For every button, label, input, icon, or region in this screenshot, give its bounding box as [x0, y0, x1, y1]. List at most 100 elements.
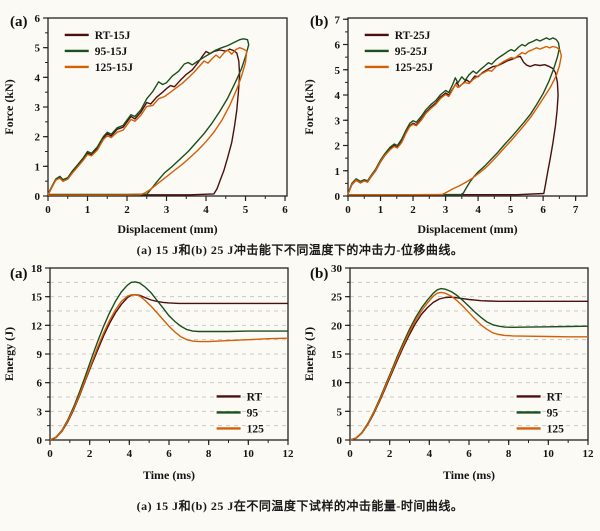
x-tick-label: 0 — [45, 204, 51, 216]
series-95 — [49, 281, 288, 441]
series-125 — [49, 294, 289, 441]
y-tick-label: 4 — [35, 72, 41, 84]
x-axis-title: Displacement (mm) — [417, 222, 517, 236]
y-tick-label: 15 — [331, 349, 343, 361]
x-tick-label: 6 — [282, 204, 288, 216]
legend-label: 95 — [247, 407, 259, 419]
y-tick-label: 12 — [31, 320, 43, 332]
x-tick-label: 5 — [508, 204, 514, 216]
x-tick-label: 3 — [443, 204, 449, 216]
y-tick-label: 9 — [37, 349, 43, 361]
y-tick-label: 15 — [31, 292, 43, 304]
chart-panel-energy-time-15j: (a) 0 2 4 6 8 10 12 0 3 6 9 12 15 18 Time (ms) Energy (… — [0, 258, 300, 484]
x-tick-label: 10 — [243, 448, 255, 460]
legend: RT-15J 95-15J 125-15J — [64, 30, 134, 74]
panel-label-b-top: (b) — [310, 14, 329, 30]
x-tick-label: 2 — [87, 448, 93, 460]
legend-label: 95-25J — [395, 46, 428, 58]
x-tick-label: 0 — [47, 448, 53, 460]
x-tick-label: 4 — [127, 448, 133, 460]
legend-label: RT — [547, 391, 563, 403]
plot-frame — [349, 267, 589, 441]
y-tick-label: 2 — [35, 132, 41, 144]
force-displacement-25j-plot: 0 1 2 3 4 5 6 7 0 1 2 3 4 5 6 7 Displacement (mm) Force (… — [302, 14, 588, 236]
legend-label: RT-15J — [95, 30, 131, 42]
y-axis-title: Energy (J) — [2, 327, 16, 381]
legend-label: 125 — [247, 423, 265, 435]
y-tick-label: 4 — [335, 90, 341, 102]
x-tick-label: 1 — [378, 204, 384, 216]
energy-time-row: (a) 0 2 4 6 8 10 12 0 3 6 9 12 15 18 Time (ms) Energy (… — [0, 258, 600, 484]
x-axis-title: Time (ms) — [443, 468, 495, 482]
y-tick-label: 0 — [35, 191, 41, 203]
panel-label-a-bottom: (a) — [10, 266, 28, 282]
y-tick-label: 0 — [37, 435, 43, 447]
legend: RT-25J 95-25J 125-25J — [364, 30, 433, 74]
y-tick-label: 3 — [37, 406, 43, 418]
series-125-25J — [347, 45, 562, 196]
y-tick-label: 7 — [335, 14, 341, 26]
y-tick-label: 5 — [337, 406, 343, 418]
chart-panel-force-displacement-25j: (b) 0 1 2 3 4 5 6 7 0 1 2 3 4 5 6 7 Displacement (mm) For… — [300, 6, 600, 238]
force-displacement-15j-plot: 0 1 2 3 4 5 6 0 1 2 3 4 5 6 Displacement (mm) Force (kN… — [2, 13, 288, 236]
x-tick-label: 4 — [427, 448, 433, 460]
y-axis-title: Energy (J) — [302, 327, 316, 381]
y-tick-label: 0 — [337, 435, 343, 447]
series-95-25J — [347, 37, 561, 196]
series-125 — [349, 291, 588, 441]
x-tick-label: 3 — [164, 204, 170, 216]
x-tick-label: 4 — [475, 204, 481, 216]
x-tick-label: 7 — [573, 204, 579, 216]
y-tick-label: 1 — [335, 166, 341, 178]
legend: RT 95 125 — [516, 391, 565, 435]
plot-frame — [347, 17, 588, 197]
chart-panel-energy-time-25j: (b) 0 2 4 6 8 10 12 0 5 10 15 20 25 30 Time (ms) Energy… — [300, 258, 600, 484]
x-tick-label: 4 — [203, 204, 209, 216]
series-RT-15J — [47, 48, 241, 196]
x-tick-label: 2 — [387, 448, 393, 460]
y-tick-label: 0 — [335, 191, 341, 203]
series-RT-25J — [347, 55, 559, 196]
x-axis-title: Time (ms) — [143, 468, 195, 482]
y-tick-label: 20 — [331, 320, 343, 332]
x-tick-label: 5 — [243, 204, 249, 216]
y-axis-title: Force (kN) — [2, 79, 16, 134]
y-tick-label: 30 — [331, 263, 343, 275]
y-tick-label: 2 — [335, 141, 341, 153]
legend: RT 95 125 — [216, 391, 265, 435]
y-tick-label: 6 — [335, 40, 341, 52]
x-tick-label: 10 — [543, 448, 555, 460]
caption-force-displacement: (a) 15 J和(b) 25 J冲击能下不同温度下的冲击力-位移曲线。 — [136, 243, 464, 257]
plot-frame — [47, 17, 288, 197]
x-tick-label: 6 — [466, 448, 472, 460]
x-tick-label: 1 — [85, 204, 91, 216]
legend-label: 125-15J — [95, 62, 134, 74]
y-tick-label: 5 — [35, 43, 41, 55]
y-tick-label: 1 — [35, 161, 41, 173]
legend-label: 95 — [547, 407, 559, 419]
y-tick-label: 5 — [335, 65, 341, 77]
energy-time-25j-plot: 0 2 4 6 8 10 12 0 5 10 15 20 25 30 Time (ms) Energy (J)… — [302, 263, 594, 482]
x-axis-title: Displacement (mm) — [117, 222, 217, 236]
x-tick-label: 6 — [166, 448, 172, 460]
x-tick-label: 12 — [283, 448, 295, 460]
legend-label: 125 — [547, 423, 565, 435]
panel-label-b-bottom: (b) — [310, 266, 329, 282]
panel-label-a-top: (a) — [10, 14, 28, 30]
y-axis-title: Force (kN) — [302, 79, 316, 134]
y-tick-label: 10 — [331, 378, 343, 390]
x-tick-label: 6 — [540, 204, 546, 216]
y-tick-label: 3 — [335, 115, 341, 127]
x-tick-label: 8 — [206, 448, 212, 460]
x-tick-label: 2 — [410, 204, 416, 216]
series-125-15J — [47, 47, 248, 196]
x-tick-label: 8 — [506, 448, 512, 460]
x-tick-label: 2 — [124, 204, 130, 216]
x-tick-label: 0 — [345, 204, 351, 216]
y-tick-label: 6 — [35, 13, 41, 25]
chart-panel-force-displacement-15j: (a) 0 1 2 3 4 5 6 0 1 2 3 4 5 6 Displacement (mm) Force… — [0, 6, 300, 238]
x-tick-label: 0 — [347, 448, 353, 460]
y-tick-label: 6 — [37, 378, 43, 390]
force-displacement-row: (a) 0 1 2 3 4 5 6 0 1 2 3 4 5 6 Displacement (mm) Force… — [0, 0, 600, 238]
